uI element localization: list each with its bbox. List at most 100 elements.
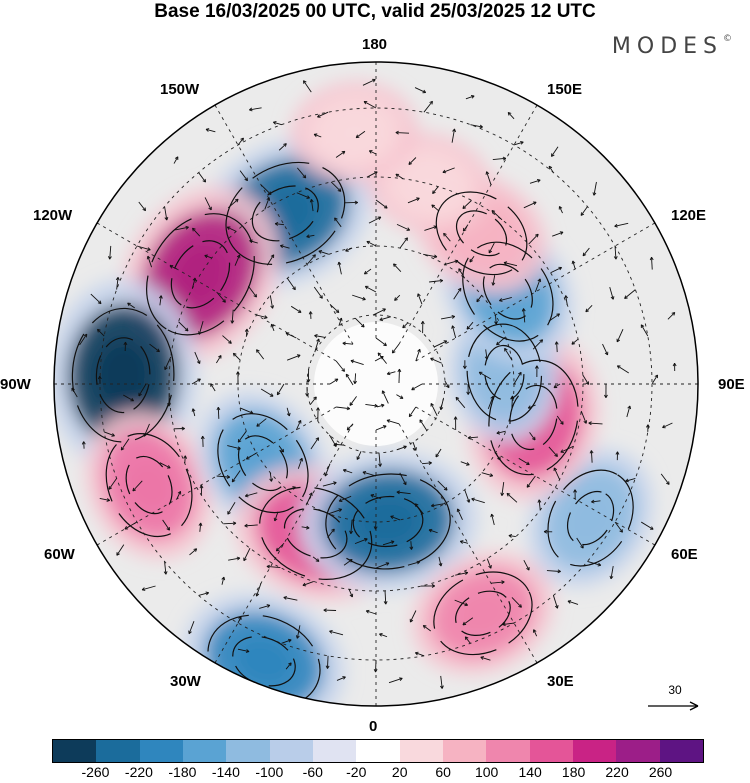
wind-arrow bbox=[348, 589, 353, 598]
wind-arrow-head bbox=[390, 540, 395, 545]
wind-arrow bbox=[588, 422, 603, 425]
label-30w: 30W bbox=[170, 673, 201, 690]
wind-arrow-head bbox=[244, 523, 248, 528]
wind-arrow bbox=[237, 430, 247, 443]
wind-arrow-head bbox=[464, 636, 469, 641]
wind-arrow bbox=[227, 226, 237, 232]
wind-arrow-head bbox=[329, 630, 333, 634]
wind-arrow bbox=[124, 521, 138, 530]
wind-arrow bbox=[614, 245, 617, 260]
wind-arrow-head bbox=[391, 349, 396, 354]
wind-arrow-head bbox=[428, 528, 433, 533]
wind-arrow bbox=[309, 396, 317, 406]
wind-arrow bbox=[169, 265, 178, 270]
colorbar-swatch bbox=[572, 740, 617, 762]
wind-arrow bbox=[97, 328, 105, 337]
wind-arrow-head bbox=[346, 426, 351, 431]
wind-arrow bbox=[286, 407, 290, 417]
wind-arrow-head bbox=[218, 355, 222, 359]
wind-arrow bbox=[138, 201, 146, 211]
wind-arrow-head bbox=[488, 249, 493, 254]
wind-arrow-head bbox=[198, 522, 203, 527]
wind-arrow-head bbox=[379, 633, 383, 637]
wind-arrow-head bbox=[378, 463, 382, 467]
wind-arrow bbox=[548, 313, 560, 322]
wind-arrow-head bbox=[504, 347, 508, 352]
wind-arrow bbox=[366, 240, 377, 247]
wind-arrow-head bbox=[451, 325, 455, 329]
wind-arrow bbox=[443, 232, 451, 242]
wind-arrow-head bbox=[485, 171, 490, 175]
wind-arrow bbox=[231, 470, 241, 483]
wind-arrow-head bbox=[297, 309, 302, 313]
wind-arrow-head bbox=[553, 384, 558, 389]
wind-vectors bbox=[71, 78, 677, 689]
wind-arrow bbox=[280, 245, 290, 249]
wind-arrow-head bbox=[466, 499, 471, 503]
wind-arrow-head bbox=[488, 565, 492, 569]
wind-arrow bbox=[278, 445, 284, 453]
wind-arrow bbox=[390, 515, 401, 521]
wind-arrow-head bbox=[585, 308, 590, 313]
streamline-loop bbox=[462, 241, 554, 342]
wind-arrow bbox=[552, 595, 558, 609]
brand-logo: MODES© bbox=[612, 34, 732, 59]
wind-arrow-head bbox=[368, 150, 373, 154]
wind-arrow-head bbox=[377, 352, 382, 357]
colorbar-swatch bbox=[529, 740, 573, 762]
wind-arrow-head bbox=[573, 489, 577, 493]
wind-arrow-head bbox=[366, 240, 371, 245]
colorbar-tick-label: 220 bbox=[605, 764, 629, 780]
wind-arrow bbox=[396, 491, 411, 495]
wind-arrow-head bbox=[295, 635, 300, 639]
wind-arrow bbox=[329, 378, 339, 385]
wind-arrow-head bbox=[132, 487, 137, 492]
wind-arrow bbox=[560, 445, 574, 453]
wind-arrow bbox=[487, 396, 494, 410]
wind-arrow-head bbox=[283, 143, 287, 147]
colorbar-swatch bbox=[442, 740, 487, 762]
wind-arrow bbox=[556, 415, 564, 425]
wind-arrow bbox=[460, 461, 470, 466]
wind-arrow-head bbox=[185, 225, 189, 230]
wind-arrow-head bbox=[364, 537, 368, 542]
wind-arrow-head bbox=[614, 223, 618, 228]
wind-arrow bbox=[444, 380, 450, 388]
wind-arrow-head bbox=[616, 338, 621, 343]
wind-arrow-head bbox=[645, 424, 650, 428]
streamline-loop bbox=[259, 486, 373, 580]
wind-arrow-head bbox=[430, 503, 435, 508]
wind-arrow bbox=[375, 562, 390, 569]
wind-arrow bbox=[350, 360, 364, 366]
wind-arrow bbox=[141, 585, 156, 591]
wind-arrow-head bbox=[571, 260, 576, 265]
wind-arrow-head bbox=[502, 622, 506, 627]
wind-arrow-head bbox=[198, 331, 202, 335]
wind-arrow-head bbox=[191, 408, 196, 412]
wind-arrow-head bbox=[445, 384, 450, 389]
wind-arrow-head bbox=[585, 381, 590, 385]
wind-arrow bbox=[362, 79, 376, 86]
wind-arrow bbox=[249, 107, 262, 111]
wind-arrow-head bbox=[333, 481, 337, 486]
wind-arrow bbox=[256, 583, 262, 597]
wind-arrow bbox=[343, 469, 353, 474]
wind-arrow bbox=[466, 321, 474, 330]
wind-arrow bbox=[384, 590, 387, 605]
wind-arrow bbox=[424, 226, 437, 231]
wind-arrow-head bbox=[377, 216, 382, 221]
wind-arrow bbox=[492, 275, 496, 286]
wind-arrow bbox=[491, 513, 495, 526]
wind-arrow-head bbox=[480, 656, 484, 660]
wind-arrow bbox=[434, 340, 448, 348]
wind-arrow bbox=[614, 521, 623, 533]
colorbar-swatch bbox=[616, 740, 660, 762]
wind-arrow-head bbox=[199, 485, 204, 489]
wind-arrow-head bbox=[532, 629, 537, 633]
wind-arrow-head bbox=[490, 395, 495, 400]
wind-arrow bbox=[430, 357, 442, 364]
wind-arrow-head bbox=[510, 395, 515, 400]
anomaly-center bbox=[290, 81, 418, 183]
wind-arrow-head bbox=[245, 649, 250, 653]
